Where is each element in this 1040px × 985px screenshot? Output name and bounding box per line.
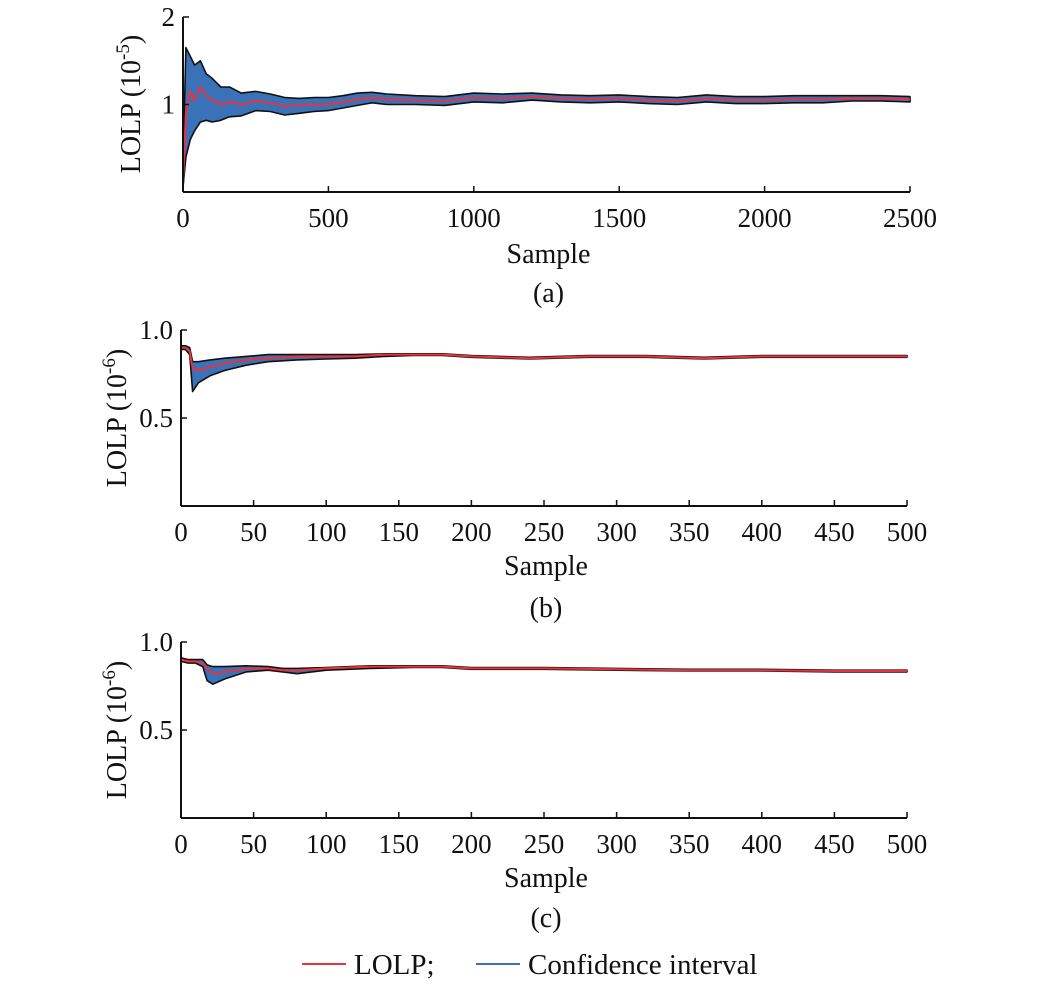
x-tick-label: 300: [596, 517, 637, 547]
x-tick-label: 500: [887, 829, 928, 859]
y-axis-label: LOLP (10-5): [113, 35, 147, 173]
lolp-line: [181, 346, 907, 372]
x-tick-label: 50: [240, 829, 267, 859]
x-tick-label: 1500: [592, 203, 646, 233]
x-tick-label: 2500: [883, 203, 937, 233]
x-tick-label: 0: [174, 517, 188, 547]
x-tick-label: 200: [451, 517, 492, 547]
x-tick-label: 150: [379, 829, 420, 859]
panel-caption: (b): [530, 593, 563, 624]
panel-c: 0 50 100 150 200 250 300 350 400 450 500 0.5 1.0LOLP…: [99, 627, 927, 934]
x-tick-label: 1000: [447, 203, 501, 233]
lolp-line: [182, 84, 911, 184]
x-tick-label: 400: [742, 517, 783, 547]
x-tick-label: 100: [306, 517, 347, 547]
panel-caption: (a): [533, 278, 564, 309]
y-tick-label: 1: [162, 90, 176, 120]
y-tick-label: 0.5: [139, 715, 173, 745]
y-tick-label: 0.5: [139, 403, 173, 433]
confidence-band: [180, 345, 908, 393]
panel-b: 0 50 100 150 200 250 300 350 400 450 500 0.5 1.0LOLP…: [99, 315, 927, 624]
legend: LOLP; Confidence interval: [302, 949, 758, 981]
confidence-band: [182, 46, 911, 189]
x-tick-label: 0: [174, 829, 188, 859]
x-tick-label: 400: [742, 829, 783, 859]
x-axis-label: Sample: [504, 863, 588, 894]
y-tick-label: 1.0: [139, 627, 173, 657]
x-tick-label: 500: [887, 517, 928, 547]
x-tick-label: 350: [669, 517, 710, 547]
lolp-line: [180, 658, 907, 675]
y-axis-label: LOLP (10-6): [99, 349, 133, 487]
x-tick-label: 250: [524, 829, 565, 859]
panel-caption: (c): [530, 903, 561, 934]
x-tick-label: 450: [814, 517, 855, 547]
x-tick-label: 50: [240, 517, 267, 547]
y-tick-label: 2: [162, 2, 176, 32]
x-axis-label: Sample: [504, 551, 588, 582]
legend-label-confidence-interval: Confidence interval: [528, 949, 758, 981]
x-tick-label: 0: [176, 203, 190, 233]
y-axis-label: LOLP (10-6): [99, 661, 133, 799]
x-tick-label: 150: [379, 517, 420, 547]
x-tick-label: 200: [451, 829, 492, 859]
x-tick-label: 100: [306, 829, 347, 859]
x-tick-label: 2000: [738, 203, 792, 233]
panel-a: 0 500 1000 1500 2000 2500 1 2 LOLP (10-5) Sample (…: [113, 2, 937, 309]
x-tick-label: 250: [524, 517, 565, 547]
x-tick-label: 450: [814, 829, 855, 859]
y-tick-label: 1.0: [139, 315, 173, 345]
x-tick-label: 350: [669, 829, 710, 859]
x-tick-label: 500: [308, 203, 349, 233]
x-tick-label: 300: [596, 829, 637, 859]
x-axis-label: Sample: [507, 239, 591, 270]
legend-label-lolp: LOLP;: [354, 949, 435, 981]
